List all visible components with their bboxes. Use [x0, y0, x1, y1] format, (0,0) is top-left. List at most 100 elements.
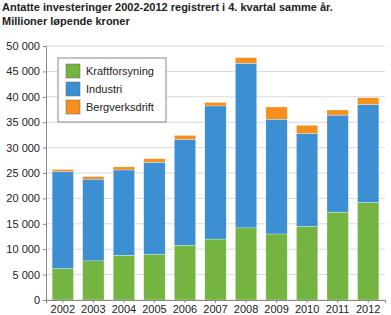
tick-label: 2010 — [295, 303, 319, 315]
tick-label: 10 000 — [6, 243, 40, 255]
legend-swatch — [66, 82, 80, 96]
bar — [83, 179, 104, 261]
bar — [327, 212, 348, 300]
subtitle: Millioner løpende kroner — [2, 15, 130, 27]
bar — [266, 107, 287, 119]
tick: 0 — [34, 294, 46, 306]
tick: 2010 — [295, 300, 319, 315]
title: Antatte investeringer 2002-2012 registre… — [2, 1, 333, 13]
bar — [235, 228, 256, 300]
bar — [144, 159, 165, 163]
tick: 40 000 — [6, 91, 46, 103]
legend-swatch — [66, 100, 80, 114]
bars — [52, 58, 379, 300]
tick-label: 2003 — [81, 303, 105, 315]
bar — [113, 167, 134, 170]
bar — [205, 239, 226, 300]
tick-label: 20 000 — [6, 192, 40, 204]
legend-swatch — [66, 64, 80, 78]
tick-mark — [43, 275, 46, 276]
tick: 5 000 — [12, 269, 46, 281]
tick-label: 0 — [34, 294, 40, 306]
tick: 2006 — [173, 300, 197, 315]
tick: 2012 — [356, 300, 380, 315]
tick-label: 2007 — [203, 303, 227, 315]
tick: 50 000 — [6, 40, 46, 52]
bar — [174, 135, 195, 139]
grid — [46, 46, 385, 300]
tick-label: 15 000 — [6, 218, 40, 230]
bar — [266, 119, 287, 234]
y-axis: 0 5 000 10 000 15 000 20 000 25 000 30 000 35 0… — [6, 40, 46, 306]
bar — [52, 269, 73, 300]
bar — [296, 226, 317, 300]
tick-mark — [43, 249, 46, 250]
tick: 2003 — [81, 300, 105, 315]
bar — [52, 171, 73, 268]
tick-label: 40 000 — [6, 91, 40, 103]
tick-label: 50 000 — [6, 40, 40, 52]
tick: 2007 — [203, 300, 227, 315]
tick-mark — [43, 198, 46, 199]
grid-line — [46, 46, 385, 47]
tick: 15 000 — [6, 218, 46, 230]
axis-line — [43, 47, 47, 301]
tick-mark — [43, 224, 46, 225]
tick-label: 45 000 — [6, 65, 40, 77]
legend-item: Bergverksdrift — [66, 100, 154, 114]
tick: 2005 — [142, 300, 166, 315]
bar — [296, 125, 317, 133]
tick-mark — [43, 71, 46, 72]
tick: 25 000 — [6, 167, 46, 179]
tick-label: 30 000 — [6, 142, 40, 154]
tick-mark — [43, 46, 46, 47]
bar — [235, 63, 256, 228]
tick-mark — [43, 148, 46, 149]
bar — [358, 202, 379, 300]
tick-mark — [43, 122, 46, 123]
bar — [235, 58, 256, 64]
plot: 0 5 000 10 000 15 000 20 000 25 000 30 000 35 0… — [6, 40, 385, 315]
bar — [205, 102, 226, 106]
bar — [113, 255, 134, 300]
tick-label: 2012 — [356, 303, 380, 315]
tick-label: 2005 — [142, 303, 166, 315]
bar — [52, 169, 73, 171]
bar — [144, 254, 165, 300]
tick: 2009 — [264, 300, 288, 315]
tick-label: 5 000 — [12, 269, 40, 281]
tick: 10 000 — [6, 243, 46, 255]
bar — [296, 133, 317, 226]
bar — [358, 98, 379, 105]
legend-label: Kraftforsyning — [86, 65, 154, 77]
tick-label: 2009 — [264, 303, 288, 315]
tick: 2008 — [234, 300, 258, 315]
legend-label: Industri — [86, 83, 122, 95]
chart: Antatte investeringer 2002-2012 registre… — [0, 0, 391, 315]
legend-item: Industri — [66, 82, 122, 96]
tick-label: 2004 — [112, 303, 136, 315]
bar — [113, 170, 134, 255]
legend-box — [58, 58, 166, 122]
tick-label: 35 000 — [6, 116, 40, 128]
tick: 2004 — [112, 300, 136, 315]
legend-label: Bergverksdrift — [86, 101, 154, 113]
tick-label: 2006 — [173, 303, 197, 315]
tick-label: 25 000 — [6, 167, 40, 179]
bar — [174, 139, 195, 245]
tick: 35 000 — [6, 116, 46, 128]
bar — [174, 245, 195, 300]
tick: 45 000 — [6, 65, 46, 77]
bar — [205, 106, 226, 239]
bar — [358, 104, 379, 202]
bar — [327, 115, 348, 212]
legend: Kraftforsyning Industri Bergverksdrift — [58, 58, 166, 122]
tick-label: 2008 — [234, 303, 258, 315]
legend-item: Kraftforsyning — [66, 64, 154, 78]
tick-label: 2002 — [51, 303, 75, 315]
bar — [327, 110, 348, 115]
tick-mark — [43, 173, 46, 174]
bar — [83, 261, 104, 300]
tick-mark — [43, 300, 46, 301]
bar — [144, 162, 165, 254]
